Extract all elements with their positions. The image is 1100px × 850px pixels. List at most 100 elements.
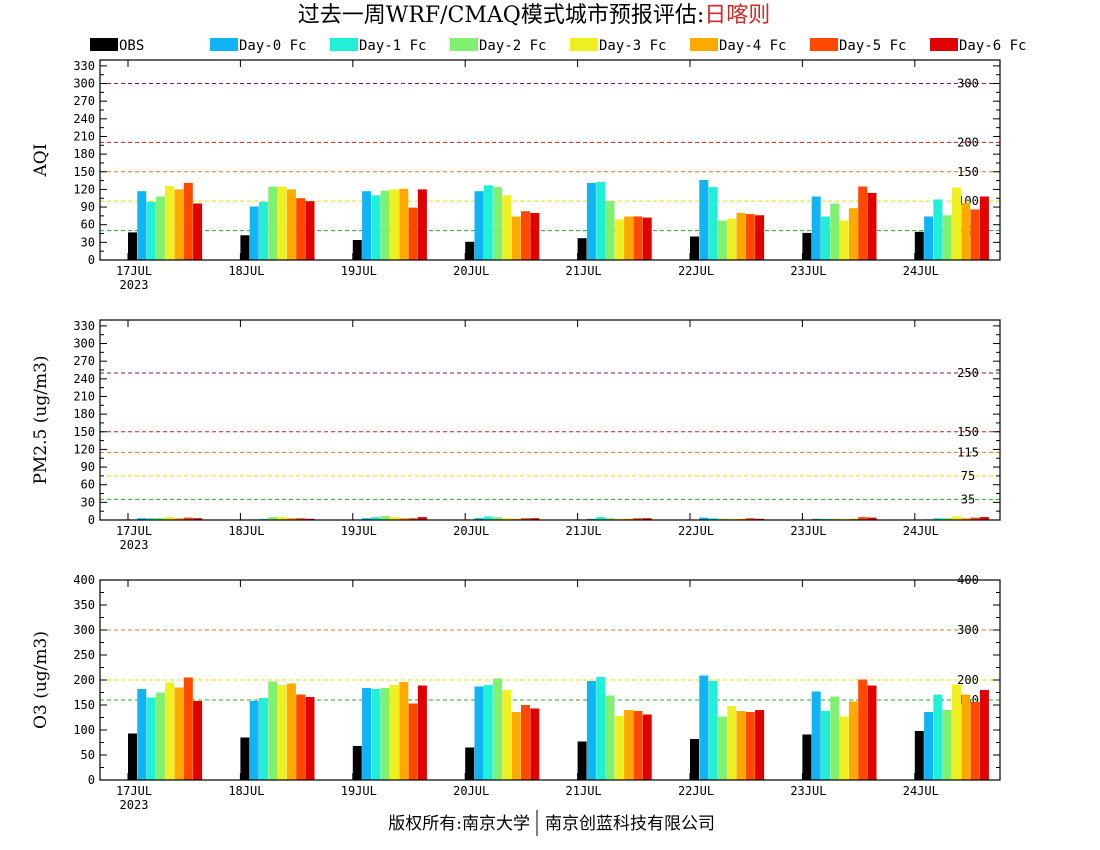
- x-tick-label: 23JUL: [790, 524, 826, 538]
- bar: [924, 712, 934, 780]
- bar: [952, 187, 961, 260]
- bar: [137, 689, 147, 780]
- bar: [914, 231, 924, 260]
- bar: [296, 694, 306, 780]
- bar: [399, 518, 409, 520]
- bar: [961, 202, 971, 260]
- y-tick-label: 300: [73, 623, 95, 637]
- bar: [183, 517, 193, 520]
- bar: [165, 517, 175, 520]
- panel-aqi: 3002001501005003060901201501802102402703…: [31, 59, 1001, 292]
- x-tick-label: 21JUL: [566, 524, 602, 538]
- bar: [417, 685, 427, 780]
- plot-frame: [99, 59, 1001, 261]
- bar: [174, 518, 184, 520]
- bar: [717, 716, 727, 780]
- bar: [268, 186, 278, 260]
- bar: [811, 196, 821, 260]
- bar: [408, 518, 418, 520]
- bar: [193, 203, 203, 260]
- footer-left: 版权所有:南京大学: [388, 814, 530, 834]
- bar: [821, 711, 830, 780]
- bar: [633, 711, 643, 780]
- y-tick-label: 400: [73, 573, 95, 587]
- bar: [867, 685, 877, 780]
- bar: [174, 687, 184, 780]
- y-tick-label: 150: [73, 425, 95, 439]
- bar: [633, 518, 643, 520]
- x-tick-label: 18JUL: [228, 784, 264, 798]
- x-tick-label: 24JUL: [903, 784, 939, 798]
- bar: [390, 517, 399, 520]
- bar: [914, 731, 924, 780]
- bar: [371, 689, 381, 780]
- bar: [839, 220, 849, 260]
- bar: [952, 684, 961, 780]
- y-tick-label: 240: [73, 112, 95, 126]
- bar: [137, 191, 147, 260]
- bar: [193, 701, 203, 780]
- reference-label: 75: [961, 469, 975, 483]
- bar: [352, 240, 362, 260]
- y-tick-label: 300: [73, 337, 95, 351]
- bar: [596, 677, 606, 780]
- bar: [286, 518, 296, 520]
- y-tick-label: 100: [73, 723, 95, 737]
- bar: [596, 181, 606, 260]
- bar: [240, 737, 250, 780]
- bar: [193, 518, 203, 520]
- bar: [530, 708, 540, 780]
- bar: [605, 201, 615, 260]
- y-tick-label: 90: [81, 460, 95, 474]
- bar: [708, 518, 718, 520]
- bar: [408, 703, 418, 780]
- bar: [979, 196, 989, 260]
- bar: [183, 677, 193, 780]
- bar: [165, 682, 175, 780]
- year-label: 2023: [120, 538, 149, 552]
- x-tick-label: 18JUL: [228, 524, 264, 538]
- bar: [521, 518, 530, 520]
- x-tick-label: 20JUL: [453, 784, 489, 798]
- bar: [979, 690, 989, 780]
- bar: [848, 701, 858, 780]
- bar: [642, 714, 652, 780]
- y-tick-label: 30: [81, 235, 95, 249]
- bar: [839, 716, 849, 780]
- bar: [474, 686, 484, 780]
- y-tick-label: 240: [73, 372, 95, 386]
- bar: [830, 696, 840, 780]
- bar: [933, 694, 943, 780]
- year-label: 2023: [120, 278, 149, 292]
- legend: OBS Day-0 Fc Day-1 Fc Day-2 Fc Day-3 Fc Day-4…: [90, 38, 1026, 54]
- bar: [802, 232, 812, 260]
- legend-swatch: [690, 38, 718, 51]
- x-tick-label: 22JUL: [678, 264, 714, 278]
- bar: [155, 196, 165, 260]
- reference-label: 35: [961, 492, 975, 506]
- bar: [690, 739, 699, 780]
- y-tick-label: 0: [88, 253, 95, 267]
- bar: [277, 517, 287, 520]
- y-tick-label: 180: [73, 147, 95, 161]
- y-axis-label: O3 (ug/m3): [31, 631, 51, 729]
- bar: [155, 692, 165, 780]
- bar: [286, 189, 296, 260]
- legend-label: Day-4 Fc: [719, 38, 786, 54]
- bar: [858, 517, 868, 520]
- x-tick-label: 20JUL: [453, 264, 489, 278]
- y-tick-label: 0: [88, 513, 95, 527]
- x-tick-label: 24JUL: [903, 264, 939, 278]
- bar: [942, 215, 952, 260]
- bar: [268, 517, 278, 520]
- y-axis-label: AQI: [31, 144, 51, 178]
- y-tick-label: 210: [73, 389, 95, 403]
- bar: [736, 212, 746, 260]
- x-tick-label: 21JUL: [566, 264, 602, 278]
- legend-label: Day-5 Fc: [839, 38, 906, 54]
- bar: [146, 201, 156, 260]
- bar: [821, 216, 830, 260]
- bar: [268, 681, 278, 780]
- y-tick-label: 180: [73, 407, 95, 421]
- bar: [483, 685, 493, 780]
